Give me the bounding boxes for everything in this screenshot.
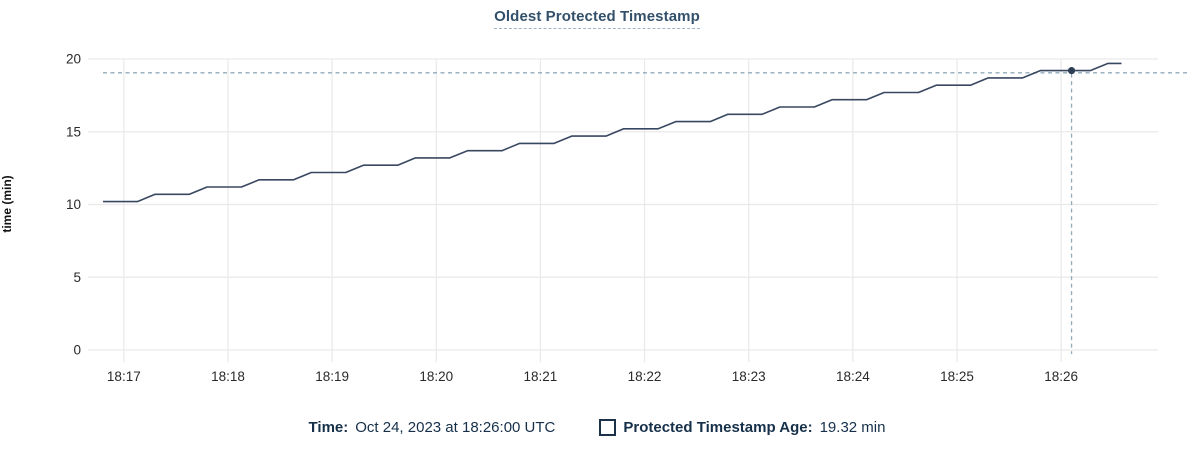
chart-title-row: Oldest Protected Timestamp: [0, 8, 1194, 29]
hover-tooltip-bar: Time: Oct 24, 2023 at 18:26:00 UTC Prote…: [0, 419, 1194, 436]
series-legend-group: Protected Timestamp Age: 19.32 min: [599, 419, 885, 436]
x-tick-label: 18:18: [211, 369, 245, 384]
chart-plot-area[interactable]: 0 5 10 15 20 18:17 18:18 18:19 18:20 18:21 18:22 18…: [0, 24, 1194, 418]
x-tick-label: 18:19: [315, 369, 349, 384]
x-tick-label: 18:23: [732, 369, 766, 384]
x-tick-label: 18:24: [836, 369, 870, 384]
series-name-label: Protected Timestamp Age:: [623, 419, 813, 436]
x-tick-label: 18:17: [107, 369, 141, 384]
chart-title[interactable]: Oldest Protected Timestamp: [494, 8, 700, 29]
y-tick-label: 0: [73, 343, 81, 358]
y-tick-label: 10: [66, 197, 81, 212]
hover-time-value: Oct 24, 2023 at 18:26:00 UTC: [355, 419, 556, 436]
x-tick-label: 18:26: [1044, 369, 1078, 384]
x-tick-label: 18:25: [940, 369, 974, 384]
y-tick-label: 20: [66, 52, 81, 67]
x-tick-label: 18:21: [524, 369, 558, 384]
x-tick-label: 18:20: [419, 369, 453, 384]
hover-point[interactable]: [1067, 67, 1076, 75]
y-tick-label: 5: [73, 270, 81, 285]
hover-time-group: Time: Oct 24, 2023 at 18:26:00 UTC: [309, 419, 556, 436]
series-hover-value: 19.32 min: [819, 419, 886, 436]
x-tick-label: 18:22: [628, 369, 662, 384]
series-toggle-checkbox[interactable]: [599, 419, 617, 436]
series-line: [103, 62, 1122, 203]
y-tick-label: 15: [66, 124, 81, 139]
hover-time-label: Time:: [308, 419, 349, 436]
